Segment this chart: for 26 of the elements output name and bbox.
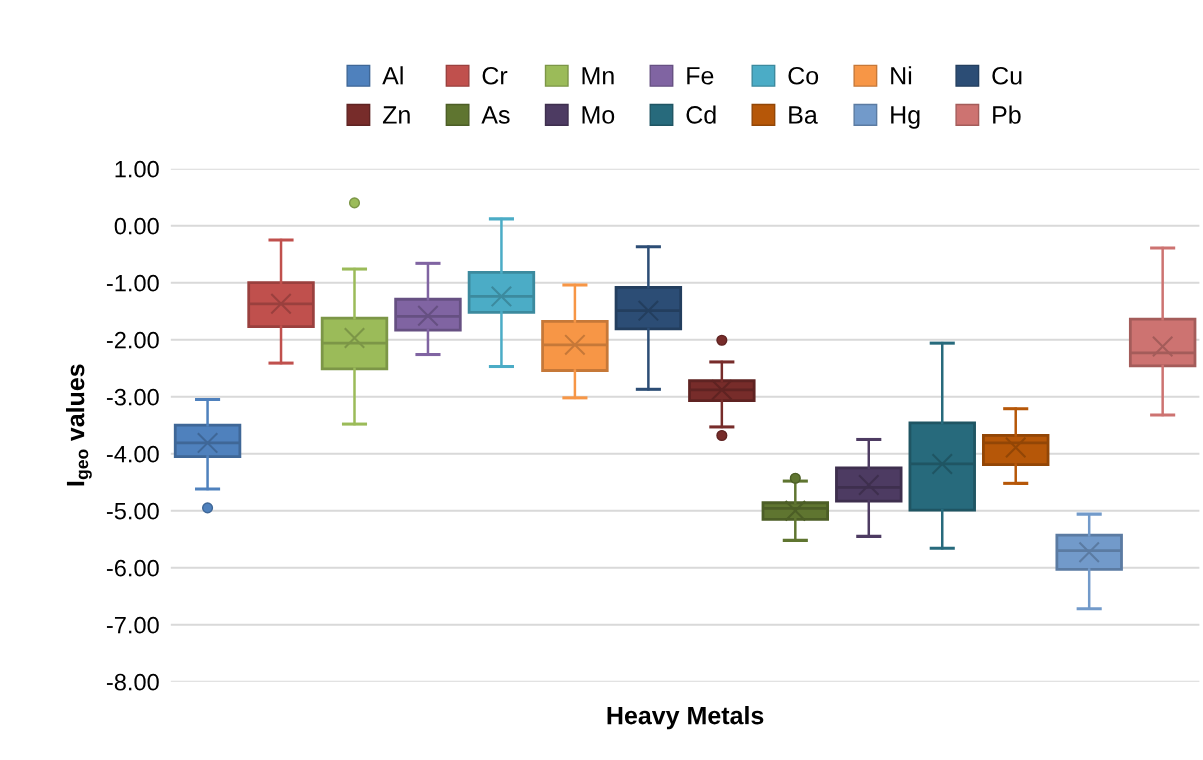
legend-label: Fe [687, 67, 714, 85]
legend-label: Co [788, 66, 819, 85]
y-tick-label: -6.00 [106, 559, 159, 577]
y-axis-title: I$_{geo}$ values [66, 364, 92, 486]
legend-label: Pb [993, 105, 1021, 124]
legend-label: Zn [382, 106, 410, 124]
y-tick-label: 0.00 [114, 217, 159, 235]
legend-label: Ba [789, 106, 818, 124]
y-tick-label: -2.00 [106, 331, 159, 349]
legend-label: As [481, 106, 510, 124]
legend-label: Ni [891, 66, 912, 85]
y-tick-label: -5.00 [106, 502, 159, 520]
legend-label: Hg [891, 106, 920, 129]
legend-label: Mo [582, 106, 615, 124]
legend-label: Cd [686, 105, 716, 124]
y-tick-label: -8.00 [106, 673, 159, 691]
y-tick-label: -3.00 [106, 388, 159, 406]
legend-label: Al [382, 66, 403, 85]
y-tick-label: 1.00 [115, 160, 159, 178]
legend-label: Cr [482, 66, 508, 85]
legend-label: Cu [992, 66, 1022, 85]
legend-label: Mn [582, 67, 614, 85]
x-axis-title: Heavy Metals [607, 706, 764, 730]
y-tick-label: -1.00 [106, 274, 159, 292]
y-tick-label: -4.00 [106, 445, 159, 463]
y-tick-label: -7.00 [106, 616, 159, 634]
